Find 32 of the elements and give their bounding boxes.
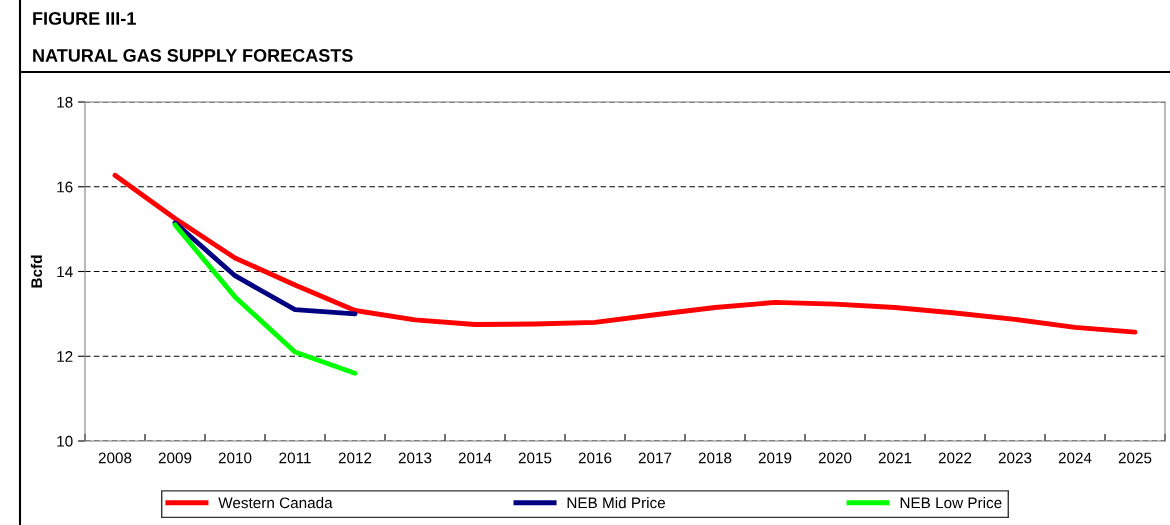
- legend-label: NEB Mid Price: [567, 497, 666, 509]
- x-tick-label: 2019: [758, 452, 792, 464]
- legend-label: NEB Low Price: [900, 497, 1002, 509]
- x-tick-label: 2011: [279, 452, 311, 464]
- x-tick-label: 2012: [338, 452, 372, 464]
- x-tick-label: 2023: [998, 452, 1032, 464]
- line-series: [112, 172, 1138, 335]
- x-tick-label: 2015: [518, 452, 552, 464]
- y-axis-title: Bcfd: [30, 255, 43, 288]
- x-tick-label: 2020: [818, 452, 852, 464]
- x-tick-label: 2016: [578, 452, 612, 464]
- x-tick-label: 2022: [938, 452, 972, 464]
- line-series: [172, 222, 358, 376]
- x-tick-label: 2017: [638, 452, 672, 464]
- x-tick-label: 2013: [398, 452, 432, 464]
- x-tick-label: 2014: [458, 452, 492, 464]
- line-series: [172, 220, 358, 317]
- x-tick-label: 2018: [698, 452, 732, 464]
- y-tick-label: 16: [57, 181, 73, 193]
- x-tick-label: 2010: [218, 452, 252, 464]
- y-tick-label: 18: [57, 96, 73, 108]
- chart-title: FIGURE III-1: [33, 12, 136, 25]
- y-tick-label: 10: [57, 435, 73, 447]
- x-tick-label: 2021: [878, 452, 912, 464]
- x-tick-label: 2009: [158, 452, 192, 464]
- y-tick-label: 12: [57, 351, 73, 362]
- legend-label: Western Canada: [218, 497, 333, 509]
- x-tick-label: 2008: [98, 452, 132, 464]
- x-tick-label: 2025: [1118, 452, 1152, 464]
- x-tick-label: 2024: [1058, 452, 1092, 464]
- chart-subtitle: NATURAL GAS SUPPLY FORECASTS: [33, 49, 353, 62]
- y-tick-label: 14: [57, 266, 73, 278]
